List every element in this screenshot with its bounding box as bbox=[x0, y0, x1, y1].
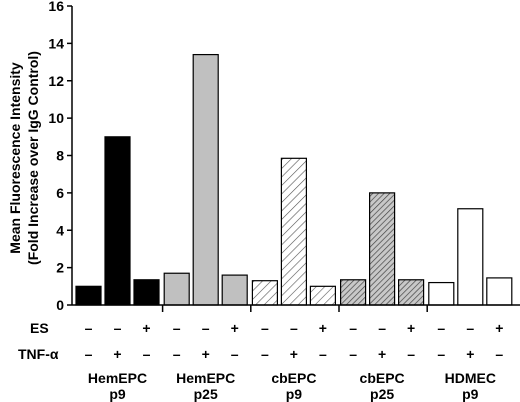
group-label-line1: HemEPC bbox=[88, 370, 147, 386]
tnf-sign: – bbox=[173, 346, 181, 362]
y-tick-label: 6 bbox=[56, 185, 64, 201]
es-sign: + bbox=[495, 320, 503, 336]
tnf-sign: – bbox=[495, 346, 503, 362]
bar bbox=[104, 136, 131, 306]
bar bbox=[221, 274, 248, 306]
group-label-line2: p9 bbox=[109, 386, 126, 402]
es-sign: – bbox=[437, 320, 445, 336]
bar bbox=[398, 279, 425, 306]
group-label-line1: HemEPC bbox=[176, 370, 235, 386]
es-sign: – bbox=[261, 320, 269, 336]
group-label-line2: p9 bbox=[286, 386, 303, 402]
bar bbox=[75, 285, 102, 306]
y-tick-label: 8 bbox=[56, 148, 64, 164]
bar bbox=[133, 279, 160, 306]
condition-row-labels: ES TNF-α bbox=[18, 320, 59, 362]
tnf-sign: + bbox=[378, 346, 386, 362]
es-sign: + bbox=[142, 320, 150, 336]
es-sign: – bbox=[349, 320, 357, 336]
y-tick-label: 2 bbox=[56, 260, 64, 276]
es-sign: – bbox=[466, 320, 474, 336]
group-label-line1: cbEPC bbox=[360, 370, 405, 386]
group-label-line1: HDMEC bbox=[445, 370, 496, 386]
es-sign: – bbox=[85, 320, 93, 336]
y-axis-title-line1: Mean Fluorescence Intensity bbox=[7, 62, 23, 254]
bar bbox=[309, 285, 336, 306]
y-axis-title-line2: (Fold Increase over IgG Control) bbox=[25, 51, 41, 265]
tnf-sign: – bbox=[85, 346, 93, 362]
tnf-sign: – bbox=[349, 346, 357, 362]
tnf-sign: – bbox=[143, 346, 151, 362]
y-axis-title: Mean Fluorescence Intensity (Fold Increa… bbox=[7, 51, 41, 265]
y-tick-label: 0 bbox=[56, 297, 64, 313]
bar bbox=[340, 279, 367, 306]
es-sign: – bbox=[173, 320, 181, 336]
bar bbox=[280, 157, 307, 306]
tnf-sign: – bbox=[261, 346, 269, 362]
es-sign: – bbox=[290, 320, 298, 336]
bar bbox=[163, 272, 190, 306]
bar bbox=[457, 208, 484, 306]
es-sign: – bbox=[114, 320, 122, 336]
condition-signs: – – – + + – – – – + + – – – – + + – – – – + + – – – – + + – bbox=[85, 320, 504, 362]
tnf-sign: + bbox=[113, 346, 121, 362]
y-tick-label: 16 bbox=[48, 0, 64, 14]
y-tick-label: 10 bbox=[48, 110, 64, 126]
tnf-sign: + bbox=[290, 346, 298, 362]
tnf-sign: – bbox=[319, 346, 327, 362]
tnf-sign: – bbox=[437, 346, 445, 362]
group-label-line2: p25 bbox=[370, 386, 394, 402]
tnf-sign: + bbox=[202, 346, 210, 362]
group-label-line2: p25 bbox=[194, 386, 218, 402]
tnf-row-label: TNF-α bbox=[18, 346, 59, 362]
bar bbox=[486, 277, 513, 306]
es-sign: + bbox=[231, 320, 239, 336]
bar bbox=[428, 281, 455, 306]
es-sign: – bbox=[202, 320, 210, 336]
y-tick-label: 4 bbox=[56, 222, 64, 238]
es-sign: + bbox=[407, 320, 415, 336]
es-sign: – bbox=[378, 320, 386, 336]
tnf-sign: + bbox=[466, 346, 474, 362]
es-row-label: ES bbox=[30, 320, 49, 336]
bar bbox=[251, 280, 278, 306]
y-tick-label: 14 bbox=[48, 35, 64, 51]
tnf-sign: – bbox=[231, 346, 239, 362]
group-label-line1: cbEPC bbox=[271, 370, 316, 386]
es-sign: + bbox=[319, 320, 327, 336]
bars bbox=[75, 53, 513, 306]
group-label-line2: p9 bbox=[462, 386, 479, 402]
bar bbox=[192, 53, 219, 306]
bar bbox=[369, 192, 396, 306]
tnf-sign: – bbox=[407, 346, 415, 362]
y-axis-ticks: 0 2 4 6 8 10 12 14 16 bbox=[48, 0, 72, 313]
axes bbox=[71, 6, 520, 312]
y-tick-label: 12 bbox=[48, 73, 64, 89]
